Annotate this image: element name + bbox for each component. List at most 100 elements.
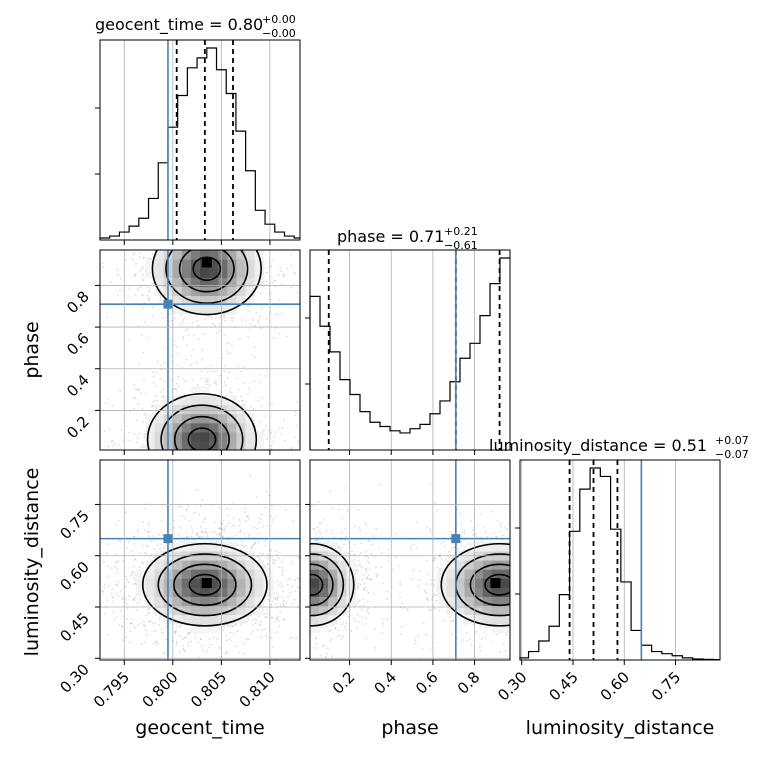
sample-point	[435, 589, 438, 592]
sample-point	[272, 247, 274, 249]
sample-point	[144, 600, 146, 603]
sample-point	[305, 580, 307, 582]
sample-point	[315, 416, 317, 418]
sample-point	[254, 557, 257, 560]
sample-point	[182, 476, 184, 478]
sample-point	[321, 626, 324, 629]
density-cell	[227, 587, 237, 597]
sample-point	[170, 390, 173, 393]
sample-point	[205, 467, 207, 469]
sample-point	[302, 514, 304, 516]
sample-point	[188, 483, 190, 485]
sample-point	[328, 630, 331, 632]
sample-point	[206, 535, 209, 538]
sample-point	[201, 470, 203, 472]
sample-point	[182, 457, 184, 459]
sample-point	[218, 532, 221, 535]
sample-point	[196, 534, 198, 536]
sample-point	[191, 528, 194, 531]
sample-point	[248, 480, 250, 482]
sample-point	[545, 620, 547, 622]
sample-point	[512, 592, 514, 594]
sample-point	[177, 375, 180, 378]
density-cell	[218, 587, 228, 597]
sample-point	[184, 473, 186, 475]
sample-point	[290, 560, 293, 563]
sample-point	[414, 642, 417, 645]
sample-point	[257, 319, 260, 322]
sample-point	[117, 595, 120, 597]
sample-point	[147, 257, 149, 260]
sample-point	[523, 556, 525, 558]
sample-point	[303, 230, 305, 232]
sample-point	[164, 545, 167, 548]
sample-point	[306, 580, 308, 582]
sample-point	[130, 571, 133, 574]
sample-point	[152, 306, 154, 309]
sample-point	[186, 505, 188, 507]
sample-point	[184, 380, 187, 383]
sample-point	[298, 535, 300, 537]
sample-point	[296, 401, 299, 404]
x-tick-label: 0.795	[90, 668, 133, 711]
sample-point	[87, 577, 89, 579]
sample-point	[261, 553, 264, 555]
sample-point	[195, 489, 198, 491]
sample-point	[197, 223, 199, 225]
density-cell	[245, 440, 256, 450]
sample-point	[162, 388, 165, 390]
sample-point	[428, 608, 431, 611]
sample-point	[547, 594, 549, 596]
sample-point	[175, 644, 178, 647]
sample-point	[163, 652, 165, 655]
sample-point	[271, 455, 273, 457]
sample-point	[282, 582, 284, 584]
density-cell	[245, 569, 256, 579]
sample-point	[306, 390, 308, 392]
sample-point	[306, 586, 308, 588]
sample-point	[280, 486, 282, 488]
sample-point	[395, 556, 397, 558]
contour-line	[141, 542, 268, 627]
sample-point	[134, 274, 137, 277]
density-cell	[218, 422, 228, 433]
density-cell	[209, 614, 219, 625]
sample-point	[128, 338, 131, 341]
density-cell	[227, 541, 237, 552]
sample-point	[578, 645, 580, 647]
sample-point	[523, 607, 525, 609]
sample-point	[137, 624, 139, 626]
sample-point	[141, 492, 143, 494]
sample-point	[263, 616, 266, 619]
density-cell	[200, 623, 210, 634]
sample-point	[350, 630, 353, 632]
sample-point	[102, 266, 105, 269]
density-cell	[190, 304, 201, 315]
sample-point	[126, 578, 129, 581]
sample-point	[214, 475, 216, 477]
sample-point	[132, 253, 135, 256]
sample-point	[138, 362, 140, 365]
sample-point	[276, 617, 278, 620]
sample-point	[135, 476, 137, 478]
sample-point	[138, 432, 141, 435]
density-cell	[236, 440, 247, 450]
sample-points	[282, 483, 580, 660]
sample-point	[276, 305, 279, 308]
sample-point	[266, 242, 268, 244]
panel-hist-geocent-time	[95, 39, 301, 245]
sample-point	[197, 205, 199, 207]
density-cell	[145, 440, 156, 450]
contour-line	[151, 250, 262, 316]
sample-point	[209, 514, 211, 516]
sample-point	[302, 552, 304, 554]
sample-point	[359, 583, 362, 586]
sample-point	[110, 567, 113, 569]
sample-point	[295, 633, 297, 635]
sample-point	[301, 526, 303, 528]
sample-point	[287, 636, 289, 638]
density-cell	[200, 395, 210, 406]
sample-point	[229, 247, 231, 249]
sample-point	[139, 468, 141, 470]
sample-point	[228, 371, 231, 374]
